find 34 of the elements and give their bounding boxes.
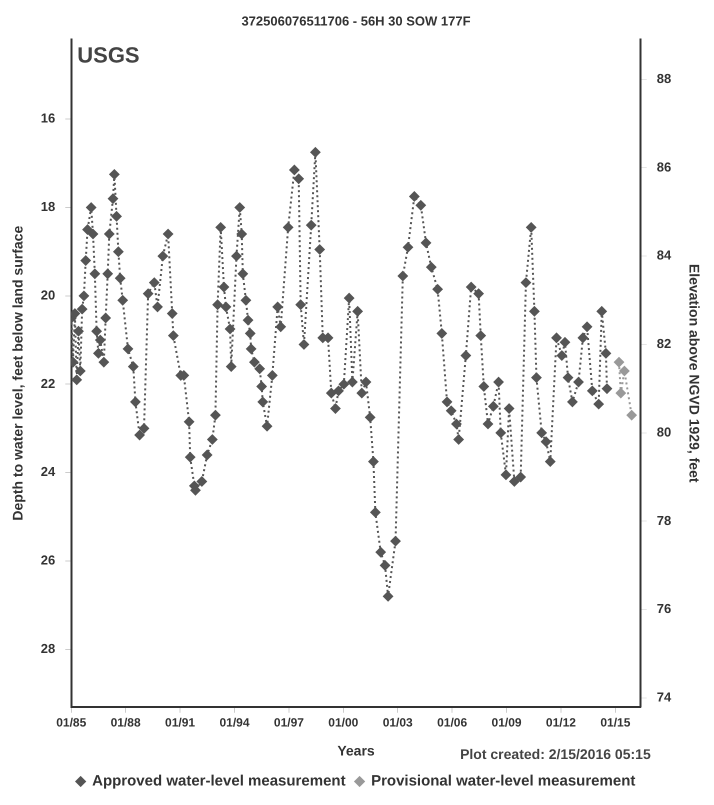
x-tick-label: 01/88 bbox=[110, 715, 141, 730]
y2-tick-label: 80 bbox=[656, 424, 672, 440]
x-tick-label: 01/97 bbox=[274, 715, 304, 730]
legend-label: Provisional water-level measurement bbox=[371, 772, 636, 790]
y2-tick-label: 76 bbox=[656, 601, 672, 616]
x-tick-label: 01/03 bbox=[382, 715, 414, 730]
y2-tick-label: 86 bbox=[656, 159, 672, 174]
y2-tick-label: 84 bbox=[656, 248, 672, 263]
x-tick-label: 01/94 bbox=[219, 715, 250, 730]
x-tick-label: 01/91 bbox=[165, 715, 196, 730]
x-tick-label: 01/85 bbox=[56, 715, 87, 730]
y2-tick-label: 88 bbox=[656, 70, 672, 86]
annotation: USGS bbox=[77, 42, 140, 68]
y-tick-label: 16 bbox=[40, 110, 56, 126]
y2-axis-title: Elevation above NGVD 1929, feet bbox=[686, 264, 703, 483]
y-tick-label: 24 bbox=[40, 464, 56, 480]
x-tick-label: 01/12 bbox=[546, 715, 576, 730]
text: Plot created: 2/15/2016 05:15 bbox=[460, 746, 651, 762]
chart-title: 372506076511706 - 56H 30 SOW 177F bbox=[241, 13, 471, 28]
y2-tick-label: 78 bbox=[656, 512, 672, 528]
y-tick-label: 20 bbox=[40, 287, 56, 302]
y-tick-label: 28 bbox=[40, 640, 56, 656]
x-tick-label: 01/00 bbox=[328, 715, 359, 730]
y2-tick-label: 82 bbox=[656, 336, 672, 352]
legend-label: Approved water-level measurement bbox=[92, 772, 346, 790]
x-tick-label: 01/06 bbox=[437, 715, 468, 730]
x-axis-title: Years bbox=[337, 742, 375, 758]
x-tick-label: 01/15 bbox=[600, 715, 631, 730]
y2-tick-label: 74 bbox=[656, 690, 672, 705]
y-tick-label: 26 bbox=[40, 552, 56, 568]
y-tick-label: 18 bbox=[40, 199, 56, 214]
x-tick-label: 01/09 bbox=[492, 715, 522, 730]
y-tick-label: 22 bbox=[40, 376, 56, 391]
y-axis-title: Depth to water level, feet below land surface bbox=[9, 226, 26, 521]
